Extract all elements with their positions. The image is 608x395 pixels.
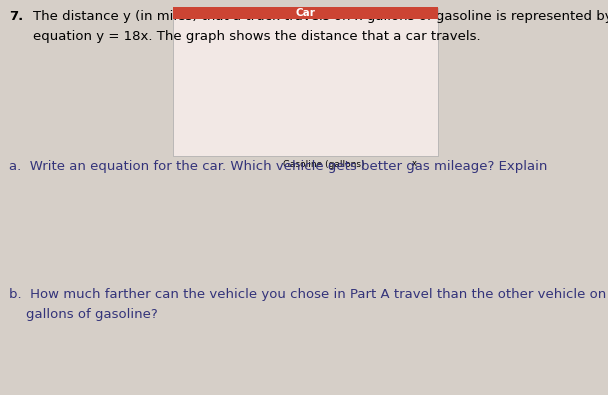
X-axis label: Gasoline (gallons): Gasoline (gallons)	[283, 160, 365, 169]
Y-axis label: Distance (miles): Distance (miles)	[196, 42, 206, 116]
Text: x: x	[412, 159, 417, 168]
Text: b.  How much farther can the vehicle you chose in Part A travel than the other v: b. How much farther can the vehicle you …	[9, 288, 608, 301]
Text: gallons of gasoline?: gallons of gasoline?	[9, 308, 158, 321]
Text: a.  Write an equation for the car. Which vehicle gets better gas mileage? Explai: a. Write an equation for the car. Which …	[9, 160, 547, 173]
Text: equation y = 18x. The graph shows the distance that a car travels.: equation y = 18x. The graph shows the di…	[33, 30, 481, 43]
Text: Car: Car	[295, 8, 315, 18]
Text: The distance y (in miles) that a truck travels on x gallons of gasoline is repre: The distance y (in miles) that a truck t…	[33, 10, 608, 23]
Text: 7.: 7.	[9, 10, 23, 23]
